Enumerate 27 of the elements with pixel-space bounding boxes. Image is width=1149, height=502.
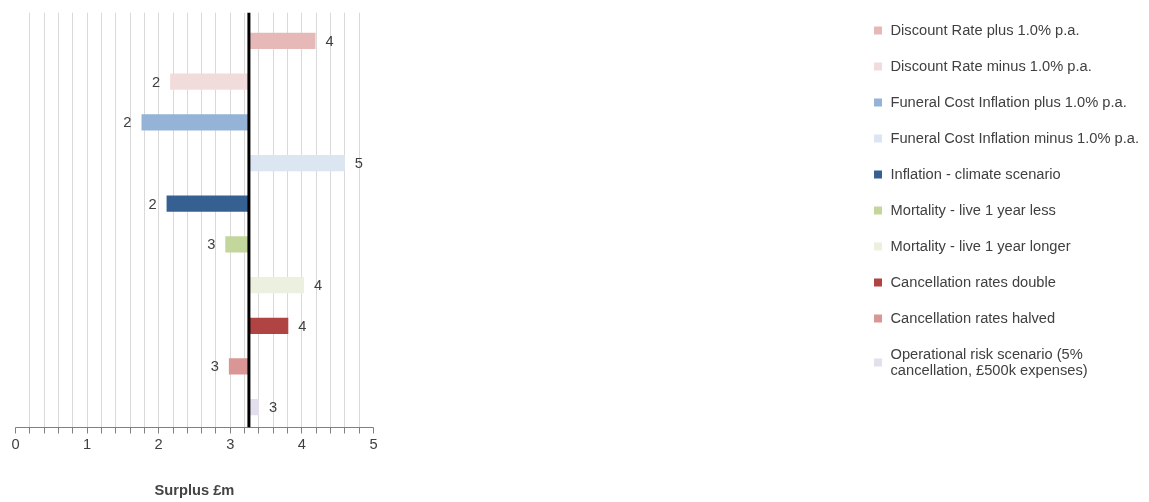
x-tick-label: 2 (154, 435, 163, 452)
legend-label: Discount Rate minus 1.0% p.a. (890, 58, 1092, 74)
x-axis-title: Surplus £m (154, 481, 235, 498)
legend-label: Operational risk scenario (5% cancellation, £500k expenses) (890, 346, 1088, 378)
x-tick-label: 5 (369, 435, 378, 452)
data-label: 2 (123, 114, 132, 131)
data-label: 3 (207, 236, 216, 253)
legend-label: Funeral Cost Inflation minus 1.0% p.a. (890, 130, 1139, 146)
x-tick-label: 0 (11, 435, 20, 452)
legend-label: Funeral Cost Inflation plus 1.0% p.a. (890, 94, 1127, 110)
data-label: 5 (354, 155, 364, 172)
x-tick-label: 1 (83, 435, 92, 452)
data-label: 4 (325, 32, 334, 49)
legend-label: Cancellation rates halved (890, 310, 1056, 326)
data-label: 4 (298, 317, 307, 334)
legend-label: Inflation - climate scenario (890, 166, 1061, 182)
legend-label: Cancellation rates double (890, 274, 1056, 290)
data-label: 3 (268, 399, 278, 416)
data-label: 2 (152, 73, 161, 90)
x-tick-label: 4 (297, 435, 306, 452)
x-tick-label: 3 (226, 435, 235, 452)
legend-label: Mortality - live 1 year less (890, 202, 1056, 218)
data-label: 3 (210, 358, 219, 375)
data-label: 2 (148, 195, 157, 212)
legend-label: Discount Rate plus 1.0% p.a. (890, 22, 1080, 38)
data-label: 4 (314, 277, 323, 294)
legend-label: Mortality - live 1 year longer (890, 238, 1071, 254)
